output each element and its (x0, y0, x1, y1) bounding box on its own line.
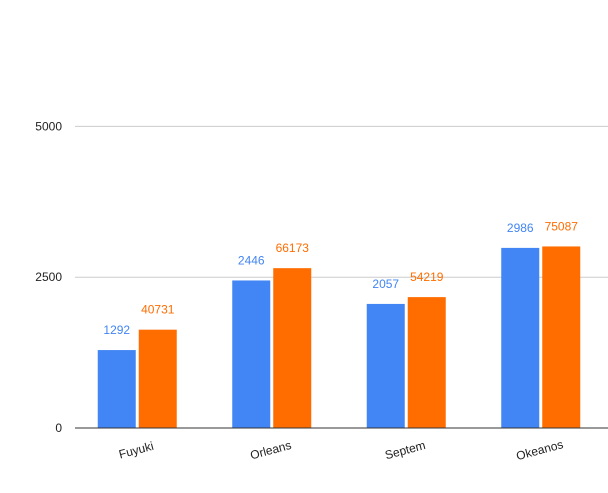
data-label: 2986 (507, 221, 534, 235)
category-label: Septem (383, 438, 427, 462)
category-labels: Fuyuki Orleans Septem Okeanos (117, 437, 564, 463)
bar (273, 268, 312, 428)
category-label: Orleans (249, 438, 293, 462)
data-label: 54219 (410, 270, 444, 284)
bar (366, 303, 405, 428)
y-tick-label: 0 (55, 421, 62, 435)
y-tick-label: 5000 (35, 119, 62, 133)
data-label: 2446 (238, 253, 265, 267)
bar (232, 280, 271, 428)
bars (97, 246, 581, 428)
category-label: Okeanos (515, 437, 565, 463)
bar (542, 246, 581, 428)
y-axis-ticks: 0 2500 5000 (35, 119, 62, 435)
category-label: Fuyuki (117, 439, 155, 462)
bar (501, 247, 540, 428)
data-label: 75087 (545, 219, 579, 233)
data-label: 1292 (103, 323, 130, 337)
data-label: 2057 (372, 277, 399, 291)
bar (97, 350, 136, 428)
data-label: 66173 (276, 241, 310, 255)
y-tick-label: 2500 (35, 270, 62, 284)
bar (138, 329, 177, 428)
data-label: 40731 (141, 303, 175, 317)
data-labels: 1292 40731 2446 66173 2057 54219 2986 75087 (103, 219, 578, 337)
bar (407, 297, 446, 428)
